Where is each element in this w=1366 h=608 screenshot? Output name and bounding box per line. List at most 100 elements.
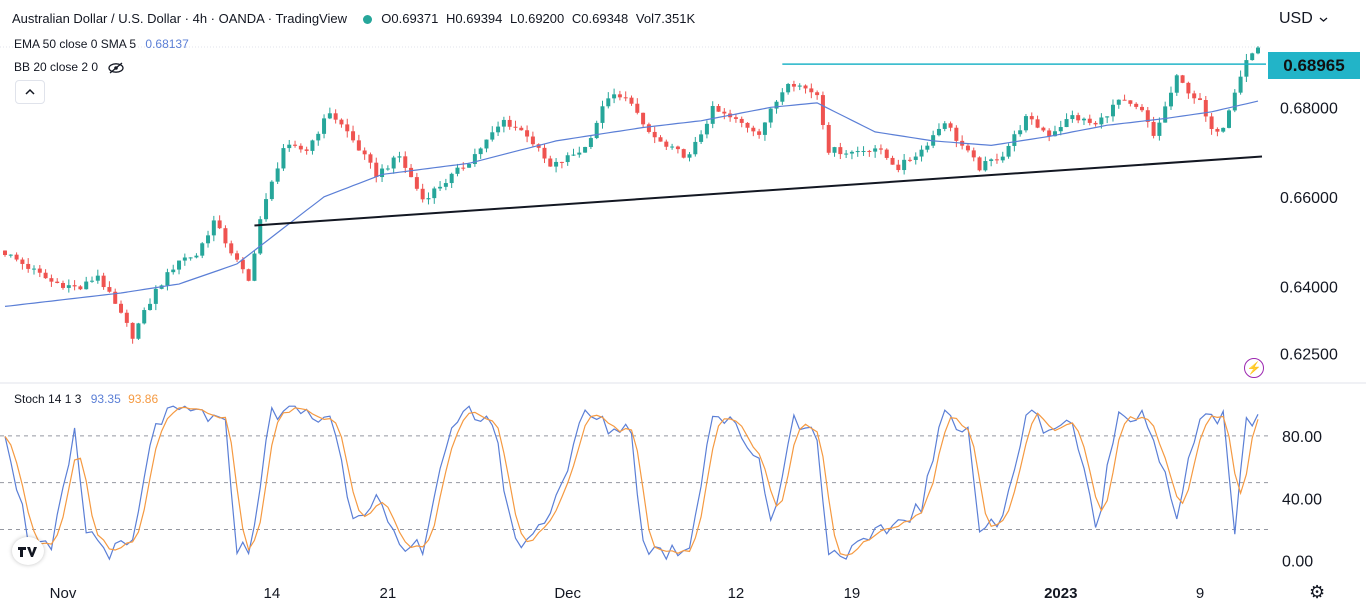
- x-tick-label: 2023: [1044, 585, 1077, 602]
- candle: [820, 91, 825, 130]
- candle-body: [803, 85, 808, 89]
- candle: [1250, 52, 1255, 61]
- candle: [188, 257, 193, 261]
- candle: [577, 146, 582, 158]
- lightning-icon[interactable]: ⚡: [1244, 358, 1264, 378]
- candle: [420, 183, 425, 203]
- candle-body: [455, 167, 460, 174]
- candle-body: [670, 146, 675, 148]
- candle-body: [78, 286, 83, 290]
- candle-body: [1012, 134, 1017, 146]
- candle: [960, 135, 965, 150]
- candle-body: [258, 219, 263, 254]
- collapse-legend-button[interactable]: [15, 80, 45, 104]
- candle-body: [240, 259, 245, 270]
- candle-body: [1000, 156, 1005, 161]
- symbol-title[interactable]: Australian Dollar / U.S. Dollar · 4h · O…: [12, 11, 347, 26]
- candle: [768, 108, 773, 128]
- candle-body: [530, 136, 535, 145]
- ema-legend[interactable]: EMA 50 close 0 SMA 5 0.68137: [14, 37, 189, 51]
- candle: [1110, 99, 1115, 122]
- candle-body: [20, 259, 25, 264]
- candle-body: [339, 119, 344, 125]
- candle-body: [507, 119, 512, 127]
- candle-body: [1047, 130, 1052, 137]
- candle: [217, 215, 222, 230]
- candle-body: [739, 118, 744, 123]
- candle: [211, 215, 216, 242]
- candle-body: [623, 97, 628, 99]
- ohlc-low-label: L: [510, 11, 518, 26]
- candle-body: [826, 124, 831, 153]
- candle-body: [119, 303, 124, 313]
- candle-body: [1052, 131, 1057, 137]
- candle: [391, 155, 396, 174]
- candle: [658, 135, 663, 142]
- tv-logo-icon: [18, 546, 37, 557]
- settings-gear-icon[interactable]: ⚙: [1309, 582, 1326, 602]
- candle: [61, 280, 66, 290]
- candle-body: [1174, 75, 1179, 93]
- candle-body: [304, 149, 309, 151]
- stoch-legend[interactable]: Stoch 14 1 3 93.35 93.86: [14, 392, 158, 406]
- candle-body: [275, 168, 280, 182]
- tradingview-logo[interactable]: [12, 537, 44, 565]
- candle-series: [3, 46, 1260, 344]
- candle: [1029, 112, 1034, 125]
- candle-body: [443, 183, 448, 187]
- candle-body: [1058, 127, 1063, 132]
- candle-body: [1064, 119, 1069, 128]
- candle: [536, 143, 541, 152]
- candle-body: [467, 163, 472, 168]
- hidden-eye-icon[interactable]: [107, 62, 125, 74]
- candle: [507, 115, 512, 130]
- candle-body: [844, 153, 849, 155]
- currency-selector[interactable]: USD: [1279, 10, 1328, 28]
- candle-body: [397, 156, 402, 158]
- candle: [374, 157, 379, 183]
- candle-body: [675, 146, 680, 150]
- candle: [287, 139, 292, 152]
- stoch-y-tick-label: 80.00: [1282, 429, 1322, 446]
- candle-body: [936, 128, 941, 136]
- candle-body: [641, 112, 646, 125]
- candle-body: [832, 147, 837, 153]
- candle-body: [1226, 110, 1231, 128]
- candle: [449, 172, 454, 189]
- candle: [200, 242, 205, 259]
- candle-body: [84, 281, 89, 290]
- candle: [269, 180, 274, 201]
- candle: [1035, 115, 1040, 129]
- candle: [316, 131, 321, 146]
- candle: [426, 192, 431, 205]
- candle: [931, 130, 936, 149]
- candle-body: [374, 162, 379, 178]
- candle: [397, 151, 402, 163]
- candle-body: [617, 94, 622, 98]
- bb-legend[interactable]: BB 20 close 2 0: [14, 60, 125, 74]
- candle-body: [710, 106, 715, 124]
- candle-body: [855, 151, 860, 153]
- candle: [965, 142, 970, 153]
- candle: [588, 136, 593, 150]
- candle-body: [293, 144, 298, 146]
- candle-body: [525, 130, 530, 137]
- candle-body: [762, 122, 767, 135]
- candle: [1238, 70, 1243, 95]
- candle: [936, 123, 941, 137]
- candle: [229, 240, 234, 256]
- candle: [1186, 81, 1191, 99]
- candle: [1163, 101, 1168, 123]
- candle: [913, 152, 918, 165]
- candle: [472, 148, 477, 167]
- candle: [699, 130, 704, 145]
- x-tick-label: Nov: [50, 585, 77, 602]
- candle: [809, 83, 814, 99]
- candle-body: [594, 122, 599, 139]
- candle: [293, 140, 298, 148]
- candle: [867, 149, 872, 157]
- candle: [385, 165, 390, 171]
- candle-body: [1180, 75, 1185, 83]
- candle: [646, 122, 651, 134]
